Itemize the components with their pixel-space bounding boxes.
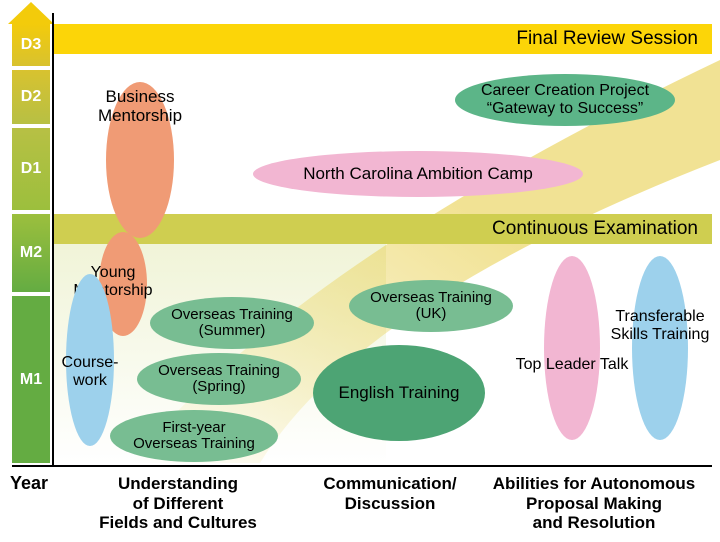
english_training-label: English Training [339,384,460,403]
ot_summer-ellipse: Overseas Training(Summer) [150,297,314,349]
top_leader_talk-label: Top Leader Talk [492,356,652,374]
english_training-ellipse: English Training [313,345,485,441]
ot_spring-ellipse: Overseas Training(Spring) [137,353,301,405]
cat_comm-label: Communication/Discussion [280,474,500,513]
first_year_ot-ellipse: First-yearOverseas Training [110,410,278,462]
business_mentorship-label: BusinessMentorship [60,88,220,125]
ot_spring-label: Overseas Training(Spring) [158,363,280,396]
year-axis-label: Year [10,473,48,494]
cat_abilities-label: Abilities for AutonomousProposal Makinga… [484,474,704,533]
final_review-bar: Final Review Session [54,24,712,54]
top_leader_talk-ellipse [544,256,600,440]
transferable_skills-ellipse [632,256,688,440]
nc_camp-label: North Carolina Ambition Camp [303,165,533,184]
career_creation-ellipse: Career Creation Project“Gateway to Succe… [455,74,675,126]
ot_uk-ellipse: Overseas Training(UK) [349,280,513,332]
year-cell-d2: D2 [12,70,50,124]
transferable_skills-label: TransferableSkills Training [580,308,720,343]
young_mentorship-label: YoungMentorship [33,264,193,299]
x-axis-line [12,465,712,467]
nc_camp-ellipse: North Carolina Ambition Camp [253,151,583,197]
ot_summer-label: Overseas Training(Summer) [171,307,293,340]
first_year_ot-label: First-yearOverseas Training [133,420,255,453]
cat_understanding-label: Understandingof DifferentFields and Cult… [68,474,288,533]
career_creation-label: Career Creation Project“Gateway to Succe… [481,82,649,117]
y-axis-line [52,13,54,465]
year-cell-d1: D1 [12,128,50,210]
year-arrow-icon [8,2,54,24]
year-cell-d3: D3 [12,24,50,66]
ot_uk-label: Overseas Training(UK) [370,290,492,323]
